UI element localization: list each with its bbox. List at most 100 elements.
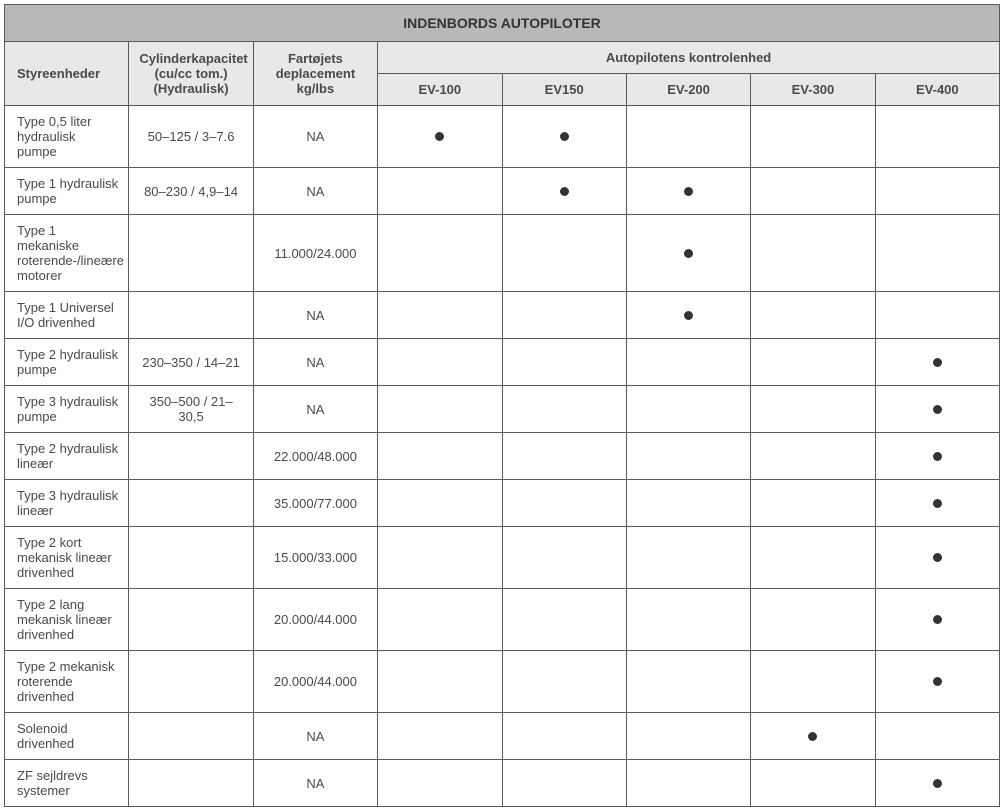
cell-ev300 [751, 433, 875, 480]
cell-deplace: NA [253, 106, 377, 168]
cell-ev400 [875, 760, 999, 807]
cell-name: Solenoid drivenhed [5, 713, 129, 760]
cell-name: Type 3 hydraulisk pumpe [5, 386, 129, 433]
cell-ev400 [875, 480, 999, 527]
cell-ev400 [875, 292, 999, 339]
cell-name: Type 2 mekanisk roterende drivenhed [5, 651, 129, 713]
table-row: Type 1 Universel I/O drivenhed NA [5, 292, 1000, 339]
dot-icon [933, 499, 942, 508]
cell-ev400 [875, 713, 999, 760]
cell-ev300 [751, 760, 875, 807]
cell-ev100 [378, 292, 502, 339]
cell-ev200 [626, 433, 750, 480]
cell-cylinder [129, 480, 253, 527]
cell-ev200 [626, 760, 750, 807]
header-ev200: EV-200 [626, 74, 750, 106]
cell-cylinder [129, 527, 253, 589]
dot-icon [933, 405, 942, 414]
cell-name: Type 2 hydraulisk pumpe [5, 339, 129, 386]
cell-ev100 [378, 760, 502, 807]
cell-ev150 [502, 168, 626, 215]
header-cylinder: Cylinderkapacitet (cu/cc tom.) (Hydrauli… [129, 42, 253, 106]
header-ev100: EV-100 [378, 74, 502, 106]
cell-cylinder [129, 292, 253, 339]
cell-ev150 [502, 433, 626, 480]
cell-ev400 [875, 386, 999, 433]
cell-ev400 [875, 651, 999, 713]
cell-ev200 [626, 589, 750, 651]
cell-deplace: NA [253, 292, 377, 339]
cell-ev300 [751, 651, 875, 713]
header-ev400: EV-400 [875, 74, 999, 106]
cell-ev400 [875, 527, 999, 589]
cell-deplace: NA [253, 760, 377, 807]
cell-ev400 [875, 433, 999, 480]
cell-name: Type 1 Universel I/O drivenhed [5, 292, 129, 339]
cell-ev300 [751, 168, 875, 215]
cell-ev300 [751, 106, 875, 168]
cell-name: Type 2 kort mekanisk lineær drivenhed [5, 527, 129, 589]
cell-name: ZF sejldrevs systemer [5, 760, 129, 807]
cell-ev200 [626, 339, 750, 386]
cell-deplace: NA [253, 386, 377, 433]
cell-ev100 [378, 215, 502, 292]
cell-ev100 [378, 651, 502, 713]
table-row: Type 3 hydraulisk lineær35.000/77.000 [5, 480, 1000, 527]
table-title: INDENBORDS AUTOPILOTER [5, 5, 1000, 42]
cell-cylinder [129, 651, 253, 713]
cell-cylinder: 50–125 / 3–7.6 [129, 106, 253, 168]
cell-ev300 [751, 215, 875, 292]
dot-icon [684, 187, 693, 196]
cell-ev300 [751, 339, 875, 386]
table-row: Type 1 mekaniske roterende-/lineære moto… [5, 215, 1000, 292]
cell-deplace: NA [253, 713, 377, 760]
cell-ev150 [502, 713, 626, 760]
dot-icon [933, 779, 942, 788]
cell-ev200 [626, 527, 750, 589]
cell-ev300 [751, 713, 875, 760]
cell-deplace: 15.000/33.000 [253, 527, 377, 589]
cell-cylinder [129, 713, 253, 760]
cell-ev200 [626, 215, 750, 292]
cell-ev300 [751, 480, 875, 527]
cell-ev150 [502, 215, 626, 292]
cell-ev300 [751, 386, 875, 433]
cell-ev100 [378, 339, 502, 386]
cell-ev400 [875, 215, 999, 292]
cell-cylinder [129, 589, 253, 651]
cell-ev100 [378, 386, 502, 433]
cell-ev400 [875, 589, 999, 651]
cell-ev400 [875, 339, 999, 386]
cell-cylinder [129, 433, 253, 480]
dot-icon [560, 132, 569, 141]
cell-ev200 [626, 651, 750, 713]
cell-ev100 [378, 168, 502, 215]
dot-icon [808, 732, 817, 741]
cell-name: Type 2 hydraulisk lineær [5, 433, 129, 480]
cell-ev150 [502, 589, 626, 651]
cell-ev300 [751, 292, 875, 339]
cell-cylinder [129, 760, 253, 807]
cell-ev400 [875, 168, 999, 215]
table-row: Type 2 mekanisk roterende drivenhed20.00… [5, 651, 1000, 713]
cell-ev100 [378, 433, 502, 480]
cell-name: Type 2 lang mekanisk lineær drivenhed [5, 589, 129, 651]
dot-icon [684, 249, 693, 258]
cell-ev100 [378, 589, 502, 651]
cell-ev200 [626, 168, 750, 215]
cell-deplace: 35.000/77.000 [253, 480, 377, 527]
dot-icon [560, 187, 569, 196]
table-row: Solenoid drivenhed NA [5, 713, 1000, 760]
cell-deplace: NA [253, 339, 377, 386]
dot-icon [933, 358, 942, 367]
cell-ev200 [626, 106, 750, 168]
cell-name: Type 1 hydraulisk pumpe [5, 168, 129, 215]
dot-icon [933, 452, 942, 461]
cell-ev100 [378, 106, 502, 168]
table-row: Type 2 hydraulisk pumpe230–350 / 14–21NA [5, 339, 1000, 386]
cell-ev200 [626, 480, 750, 527]
table-body: Type 0,5 liter hydraulisk pumpe50–125 / … [5, 106, 1000, 807]
cell-ev300 [751, 589, 875, 651]
cell-ev150 [502, 651, 626, 713]
dot-icon [933, 615, 942, 624]
